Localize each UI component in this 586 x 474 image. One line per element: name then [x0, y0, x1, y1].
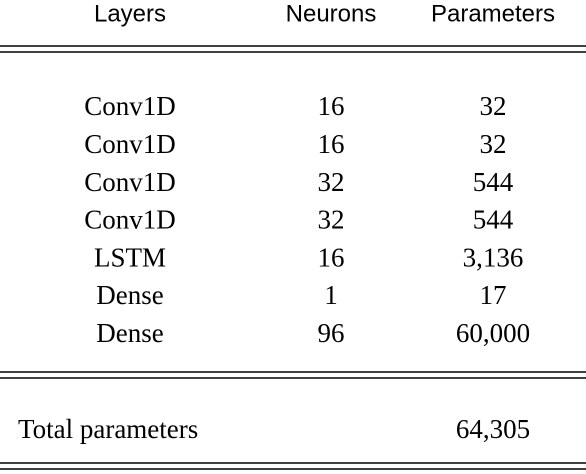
table-cell: 544 [473, 205, 514, 235]
total-label: Total parameters [18, 414, 198, 444]
table-cell: 16 [318, 91, 345, 121]
table-cell: 32 [480, 129, 507, 159]
table-cell: 32 [318, 167, 345, 197]
table-cell: Conv1D [84, 167, 176, 197]
table-cell: 96 [318, 318, 345, 348]
table-cell: 3,136 [463, 242, 524, 272]
table-cell: Conv1D [84, 129, 176, 159]
table-cell: 32 [318, 205, 345, 235]
table-cell: Conv1D [84, 91, 176, 121]
table-cell: 16 [318, 129, 345, 159]
table-cell: 60,000 [456, 318, 530, 348]
table-cell: Dense [96, 318, 163, 348]
table-cell: Dense [96, 280, 163, 310]
table-cell: 1 [324, 280, 338, 310]
total-value: 64,305 [456, 414, 530, 444]
table-cell: LSTM [94, 242, 166, 272]
header-cell: Neurons [286, 0, 377, 27]
table-cell: Conv1D [84, 205, 176, 235]
header-cell: Parameters [431, 0, 555, 27]
table-cell: 32 [480, 91, 507, 121]
header-cell: Layers [94, 0, 166, 27]
table-cell: 544 [473, 167, 514, 197]
table-cell: 17 [480, 280, 507, 310]
table-cell: 16 [318, 242, 345, 272]
